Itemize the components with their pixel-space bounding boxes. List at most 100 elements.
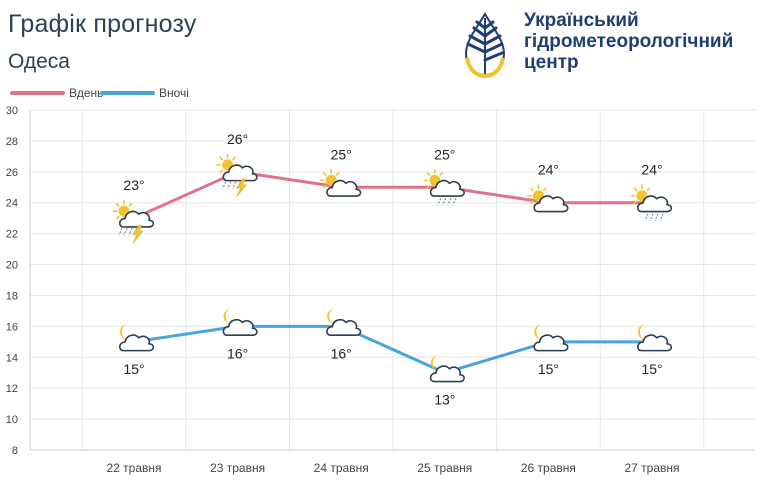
sun-cloud-rain-icon <box>630 184 673 221</box>
moon-shape <box>327 308 336 325</box>
sun-ray <box>530 187 534 192</box>
sun-cloud-icon <box>319 168 362 197</box>
rain-drop <box>447 198 452 206</box>
moon-shape <box>120 323 128 340</box>
sun-ray <box>219 169 224 174</box>
lightning-bolt <box>236 178 248 197</box>
cloud-shape <box>533 195 569 213</box>
x-tick-label: 22 травня <box>106 461 161 475</box>
logo: Український гідрометеорологічний центр <box>460 10 760 80</box>
day-temp-label: 24° <box>538 162 559 178</box>
moon-shape <box>223 308 232 325</box>
moon-cloud-icon <box>222 308 258 336</box>
legend-swatch-day <box>10 90 65 95</box>
sun-ray <box>633 200 638 204</box>
moon-cloud-icon <box>636 323 673 352</box>
day-temp-label: 25° <box>331 146 352 162</box>
logo-line-3: центр <box>524 52 579 73</box>
water-drop-leaf-icon <box>464 12 506 78</box>
rain-drop <box>442 198 447 206</box>
x-tick-label: 26 травня <box>521 461 576 475</box>
sun-ray <box>439 172 444 176</box>
grid: 8 10 12 14 16 18 20 22 24 26 28 30 <box>6 105 755 457</box>
night-temp-label: 16° <box>331 345 352 361</box>
rain-drop <box>437 198 442 206</box>
cloud-shape <box>636 334 673 352</box>
sun-ray <box>633 187 638 192</box>
sun-ray <box>335 172 340 176</box>
y-tick-label: 24 <box>6 198 18 210</box>
sun-ray <box>115 215 120 220</box>
sun-ray <box>322 172 327 176</box>
night-temp-label: 16° <box>227 345 248 361</box>
moon-shape <box>534 323 543 340</box>
legend-item-night[interactable]: Вночі <box>100 86 189 100</box>
sun-ray <box>322 184 327 189</box>
legend-item-day[interactable]: Вдень <box>10 86 103 100</box>
sun-ray <box>646 187 651 192</box>
cloud-shape <box>326 318 362 336</box>
lightning-bolt <box>132 224 144 244</box>
sun-ray <box>219 156 224 161</box>
y-tick-label: 30 <box>6 105 18 117</box>
rain-drop <box>649 213 654 221</box>
y-tick-label: 18 <box>6 290 18 302</box>
day-temp-label: 26° <box>227 131 248 147</box>
rain-drop <box>232 181 237 190</box>
cloud-shape <box>118 334 155 352</box>
series-line-night <box>133 324 652 375</box>
night-temp-label: 13° <box>434 392 455 408</box>
city-name: Одеса <box>8 50 70 73</box>
day-temp-label: 25° <box>434 146 455 162</box>
y-tick-label: 28 <box>6 136 18 148</box>
y-tick-label: 12 <box>6 383 18 395</box>
cloud-shape <box>326 179 362 197</box>
sun-ray <box>530 200 534 204</box>
moon-cloud-icon <box>429 354 465 383</box>
logo-line-2: гідрометеорологічний <box>524 31 734 52</box>
y-tick-label: 16 <box>6 321 18 333</box>
cloud-shape <box>222 318 258 336</box>
sun-ray <box>426 172 431 176</box>
rain-drop <box>659 213 664 221</box>
rain-drop <box>123 227 128 236</box>
night-temp-label: 15° <box>641 361 662 377</box>
y-tick-label: 20 <box>6 260 18 272</box>
moon-shape <box>638 323 646 340</box>
y-tick-label: 14 <box>6 352 18 364</box>
sun-ray <box>115 202 120 207</box>
day-temp-label: 24° <box>641 162 662 178</box>
x-tick-label: 25 травня <box>417 461 472 475</box>
cloud-shape <box>429 179 465 197</box>
cloud-shape <box>636 195 673 213</box>
y-tick-label: 26 <box>6 167 18 179</box>
moon-shape <box>430 354 439 371</box>
moon-cloud-icon <box>533 323 569 352</box>
cloud-shape <box>533 334 569 352</box>
x-tick-label: 23 травня <box>210 461 265 475</box>
x-tick-label: 24 травня <box>314 461 369 475</box>
series-line-day <box>133 170 652 220</box>
legend-label-day: Вдень <box>69 86 104 100</box>
cloud-shape <box>118 210 155 228</box>
sun-ray <box>128 202 133 207</box>
rain-drop <box>118 227 123 236</box>
y-tick-label: 10 <box>6 414 18 426</box>
legend-swatch-night <box>100 90 155 95</box>
sun-ray <box>426 184 431 189</box>
sun-cloud-icon <box>527 184 569 213</box>
sun-ray <box>232 156 236 161</box>
logo-line-1: Український <box>524 10 639 31</box>
cloud-shape <box>222 164 258 182</box>
rain-drop <box>654 213 659 221</box>
rain-drop <box>128 227 133 236</box>
day-temp-label: 23° <box>123 177 144 193</box>
sun-ray <box>542 187 547 192</box>
night-temp-label: 15° <box>123 361 144 377</box>
rain-drop <box>644 213 649 221</box>
rain-drop <box>452 198 457 206</box>
sun-cloud-thunder-rain-icon <box>216 153 258 197</box>
cloud-shape <box>429 365 465 383</box>
sun-cloud-thunder-rain-icon <box>112 199 155 244</box>
